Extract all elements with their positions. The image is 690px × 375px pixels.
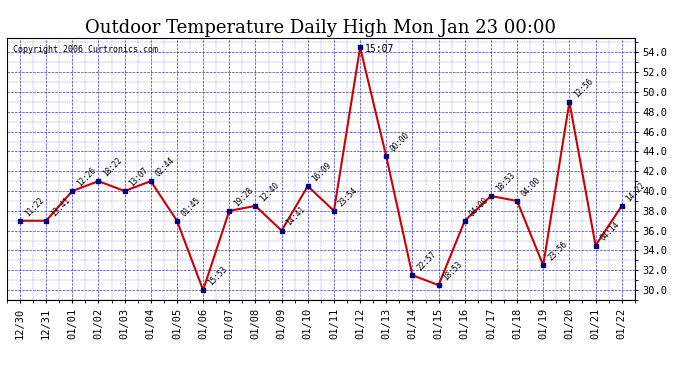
Text: 11:22: 11:22 bbox=[23, 195, 46, 218]
Text: 04:14: 04:14 bbox=[598, 220, 621, 243]
Text: 02:44: 02:44 bbox=[154, 156, 176, 178]
Text: 13:41: 13:41 bbox=[49, 195, 72, 218]
Text: 01:45: 01:45 bbox=[179, 195, 202, 218]
Text: 12:26: 12:26 bbox=[75, 165, 98, 188]
Text: 16:09: 16:09 bbox=[310, 160, 333, 183]
Text: 12:40: 12:40 bbox=[258, 180, 281, 203]
Text: Copyright 2006 Curtronics.com: Copyright 2006 Curtronics.com bbox=[13, 45, 158, 54]
Text: 15:53: 15:53 bbox=[206, 265, 228, 287]
Text: 18:53: 18:53 bbox=[493, 171, 516, 193]
Text: 19:28: 19:28 bbox=[232, 185, 255, 208]
Title: Outdoor Temperature Daily High Mon Jan 23 00:00: Outdoor Temperature Daily High Mon Jan 2… bbox=[86, 20, 556, 38]
Text: 15:07: 15:07 bbox=[365, 44, 395, 54]
Text: 18:53: 18:53 bbox=[442, 260, 464, 282]
Text: 00:00: 00:00 bbox=[389, 131, 412, 154]
Text: 14:41: 14:41 bbox=[284, 205, 307, 228]
Text: 13:07: 13:07 bbox=[128, 165, 150, 188]
Text: 04:00: 04:00 bbox=[520, 176, 542, 198]
Text: 23:54: 23:54 bbox=[337, 185, 359, 208]
Text: 22:57: 22:57 bbox=[415, 250, 438, 273]
Text: 14:22: 14:22 bbox=[624, 180, 647, 203]
Text: 04:00: 04:00 bbox=[468, 195, 490, 218]
Text: 18:22: 18:22 bbox=[101, 156, 124, 178]
Text: 12:56: 12:56 bbox=[572, 76, 595, 99]
Text: 23:56: 23:56 bbox=[546, 240, 569, 262]
